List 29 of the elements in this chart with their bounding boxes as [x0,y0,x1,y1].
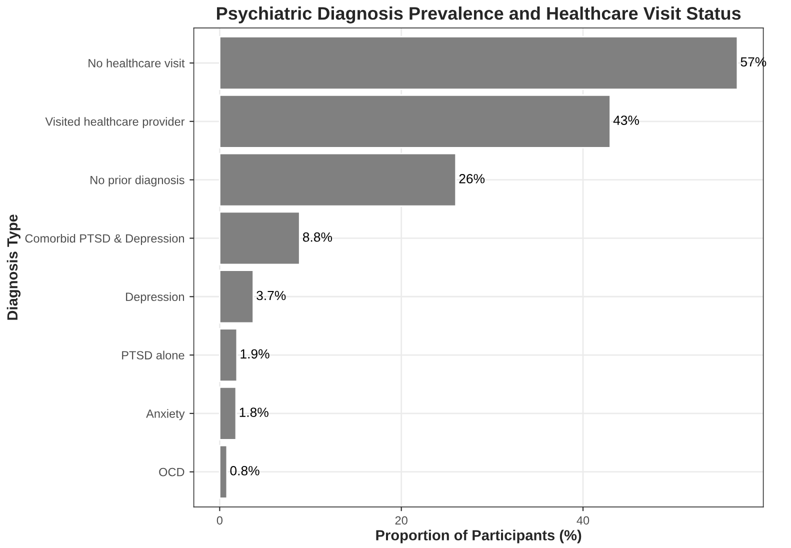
bar [218,152,457,207]
y-tick-label: Comorbid PTSD & Depression [25,234,184,245]
y-tick-label: Visited healthcare provider [45,117,185,128]
y-tick-label: Anxiety [146,409,185,420]
data-label: 1.8% [240,408,268,417]
bar [218,270,254,324]
data-label: 3.7% [256,290,286,300]
chart-title: Psychiatric Diagnosis Prevalence and Healthcare Visit Status [217,6,741,24]
y-tick-label: PTSD alone [122,350,184,360]
data-label: 1.9% [240,349,270,359]
bar [218,94,611,148]
bar [218,328,238,382]
y-axis-title: Diagnosis Type [6,214,21,320]
data-label: 43% [613,116,639,125]
data-label: 0.8% [230,466,260,476]
x-tick-label: 0 [216,516,223,525]
bar [218,36,738,90]
y-tick-label: No prior diagnosis [90,176,184,187]
x-tick-label: 40 [576,516,590,525]
data-label: 8.8% [302,232,332,242]
bar [218,211,300,266]
y-tick-label: Depression [126,292,184,304]
x-tick-label: 20 [395,516,408,525]
data-label: 26% [459,174,485,184]
y-tick-label: OCD [159,468,184,476]
bar [218,386,237,440]
x-axis-title: Proportion of Participants (%) [376,530,582,544]
bar [218,444,228,499]
y-tick-label: No healthcare visit [88,58,185,68]
